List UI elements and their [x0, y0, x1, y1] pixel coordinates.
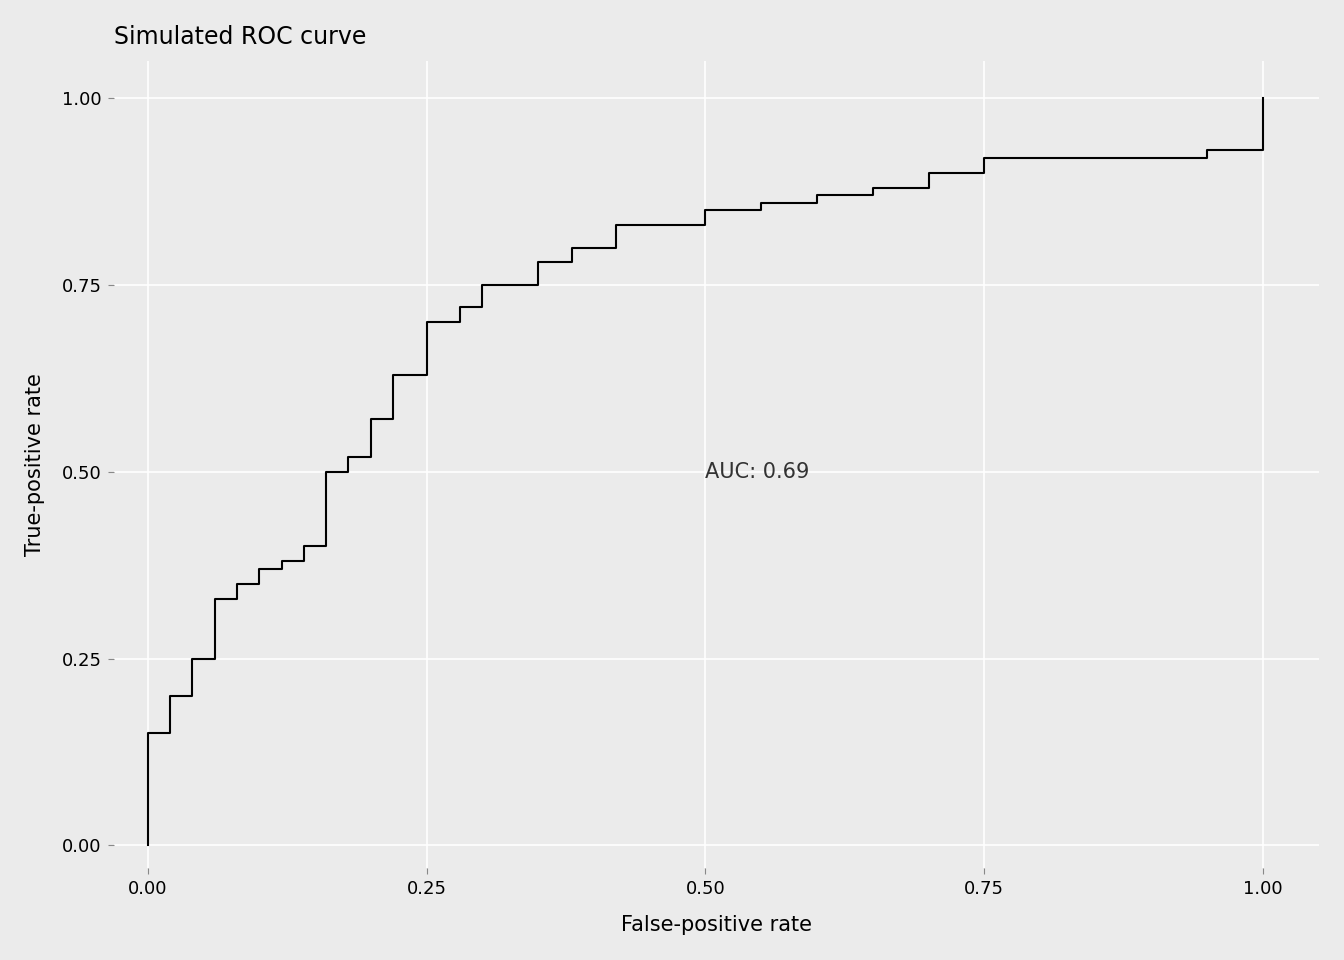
Y-axis label: True-positive rate: True-positive rate — [26, 372, 44, 556]
X-axis label: False-positive rate: False-positive rate — [621, 915, 812, 935]
Text: Simulated ROC curve: Simulated ROC curve — [114, 25, 367, 49]
Text: AUC: 0.69: AUC: 0.69 — [706, 462, 810, 482]
